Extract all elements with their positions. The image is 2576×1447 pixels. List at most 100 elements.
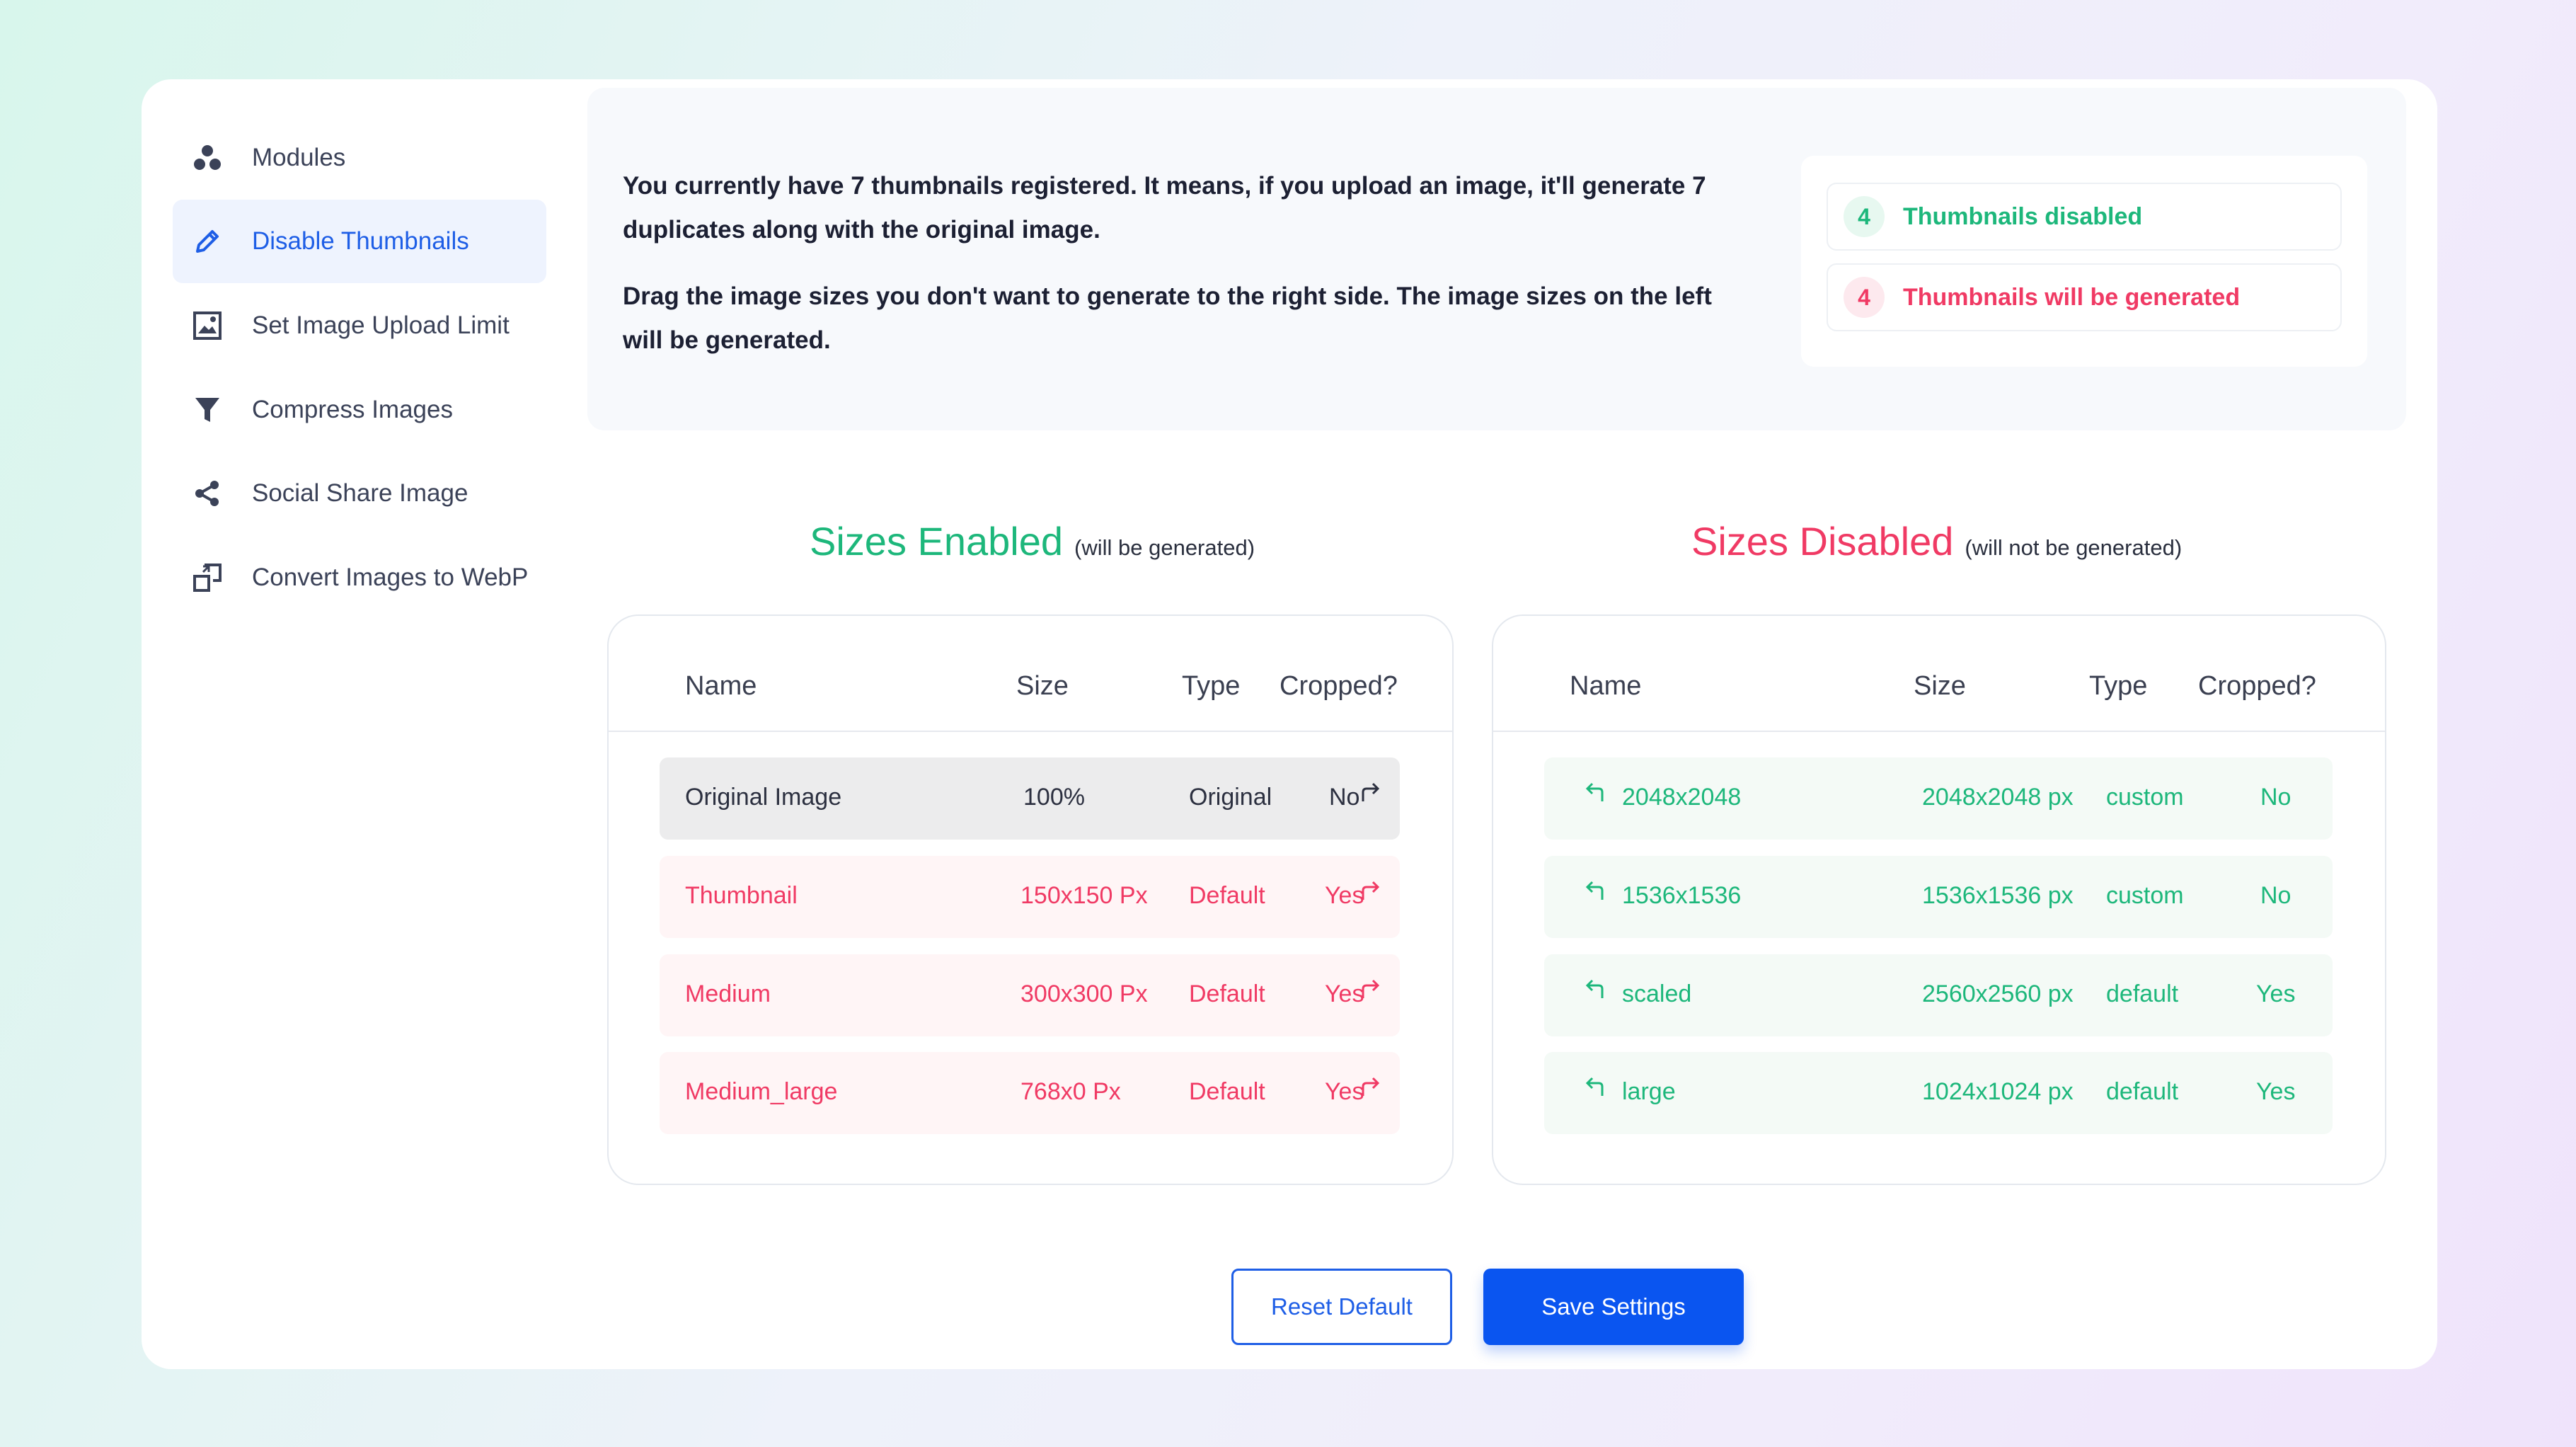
move-left-icon[interactable]	[1582, 780, 1606, 804]
save-settings-button[interactable]: Save Settings	[1483, 1269, 1744, 1345]
settings-card: Modules Disable Thumbnails Set Image Upl…	[142, 79, 2437, 1369]
info-text: You currently have 7 thumbnails register…	[623, 164, 1727, 385]
row-name: scaled	[1622, 980, 1692, 1007]
row-cropped: Yes	[1325, 882, 1364, 909]
stat-disabled-label: Thumbnails disabled	[1903, 202, 2143, 230]
row-cropped: Yes	[1325, 1078, 1364, 1105]
table-row[interactable]: Original Image 100% Original No	[660, 757, 1400, 840]
move-left-icon[interactable]	[1582, 879, 1606, 903]
share-icon	[191, 477, 224, 510]
row-cropped: No	[2260, 784, 2292, 811]
row-size: 300x300 Px	[1020, 980, 1148, 1007]
row-cropped: Yes	[2256, 980, 2296, 1007]
row-type: default	[2106, 1078, 2179, 1105]
info-panel: You currently have 7 thumbnails register…	[587, 88, 2406, 430]
row-name: 1536x1536	[1622, 882, 1742, 909]
row-cropped: Yes	[2256, 1078, 2296, 1105]
row-cropped: No	[1329, 784, 1360, 811]
sizes-disabled-subtitle: (will not be generated)	[1965, 535, 2183, 560]
row-size: 2560x2560 px	[1922, 980, 2074, 1007]
funnel-icon	[191, 394, 224, 426]
sidebar-item-convert-webp[interactable]: Convert Images to WebP	[173, 536, 546, 619]
column-size: Size	[1016, 671, 1069, 701]
sidebar-item-label: Disable Thumbnails	[252, 227, 469, 255]
info-line-1: You currently have 7 thumbnails register…	[623, 164, 1727, 252]
sidebar-item-label: Convert Images to WebP	[252, 564, 529, 591]
row-cropped: No	[2260, 882, 2292, 909]
sidebar-item-label: Set Image Upload Limit	[252, 311, 510, 339]
sizes-disabled-heading: Sizes Disabled	[1691, 519, 1954, 564]
table-row[interactable]: large 1024x1024 px default Yes	[1544, 1052, 2333, 1134]
column-name: Name	[685, 671, 757, 701]
column-size: Size	[1914, 671, 1966, 701]
row-size: 768x0 Px	[1020, 1078, 1121, 1105]
row-type: custom	[2106, 784, 2184, 811]
stat-generated-label: Thumbnails will be generated	[1903, 283, 2241, 311]
move-left-icon[interactable]	[1582, 977, 1606, 1001]
sidebar-item-social-share-image[interactable]: Social Share Image	[173, 452, 546, 535]
sidebar-item-label: Compress Images	[252, 396, 453, 423]
row-size: 100%	[1023, 784, 1085, 811]
sizes-enabled-subtitle: (will be generated)	[1074, 535, 1255, 560]
row-size: 150x150 Px	[1020, 882, 1148, 909]
pencil-icon	[191, 225, 224, 258]
stat-disabled-count: 4	[1844, 196, 1885, 237]
row-size: 1024x1024 px	[1922, 1078, 2074, 1105]
sizes-enabled-table: Name Size Type Cropped? Original Image 1…	[607, 614, 1454, 1185]
thumbnail-count-text: 7 thumbnails	[851, 172, 1004, 200]
modules-icon	[191, 142, 224, 174]
row-cropped: Yes	[1325, 980, 1364, 1007]
info-line-1-end: registered. It means, if you upload an i…	[623, 172, 1706, 244]
table-row[interactable]: Medium_large 768x0 Px Default Yes	[660, 1052, 1400, 1134]
row-type: default	[2106, 980, 2179, 1007]
sidebar-item-disable-thumbnails[interactable]: Disable Thumbnails	[173, 200, 546, 283]
table-row[interactable]: 1536x1536 1536x1536 px custom No	[1544, 856, 2333, 938]
row-name: Medium_large	[685, 1078, 838, 1105]
stat-generated-count: 4	[1844, 277, 1885, 318]
move-left-icon[interactable]	[1582, 1075, 1606, 1099]
row-name: Thumbnail	[685, 882, 798, 909]
column-cropped: Cropped?	[2198, 671, 2316, 701]
column-cropped: Cropped?	[1280, 671, 1398, 701]
sidebar-item-label: Modules	[252, 144, 346, 171]
column-type: Type	[1182, 671, 1241, 701]
move-right-icon[interactable]	[1359, 977, 1383, 1001]
table-row[interactable]: scaled 2560x2560 px default Yes	[1544, 954, 2333, 1036]
reset-default-button[interactable]: Reset Default	[1231, 1269, 1452, 1345]
row-type: custom	[2106, 882, 2184, 909]
row-type: Default	[1189, 1078, 1265, 1105]
sidebar-item-label: Social Share Image	[252, 479, 468, 507]
column-name: Name	[1570, 671, 1642, 701]
sizes-disabled-title: Sizes Disabled (will not be generated)	[1691, 518, 2182, 564]
info-line-2: Drag the image sizes you don't want to g…	[623, 282, 1712, 354]
move-right-icon[interactable]	[1359, 879, 1383, 903]
sizes-disabled-table: Name Size Type Cropped? 2048x2048 2048x2…	[1492, 614, 2386, 1185]
table-header: Name Size Type Cropped?	[1493, 616, 2385, 732]
row-name: Original Image	[685, 784, 842, 811]
stat-generated: 4 Thumbnails will be generated	[1827, 263, 2342, 331]
column-type: Type	[2089, 671, 2148, 701]
info-line-1-start: You currently have	[623, 172, 851, 200]
stats-box: 4 Thumbnails disabled 4 Thumbnails will …	[1801, 156, 2367, 367]
table-row[interactable]: Thumbnail 150x150 Px Default Yes	[660, 856, 1400, 938]
row-type: Default	[1189, 882, 1265, 909]
row-name: 2048x2048	[1622, 784, 1742, 811]
convert-icon	[191, 561, 224, 594]
row-type: Original	[1189, 784, 1272, 811]
sidebar-item-set-image-upload-limit[interactable]: Set Image Upload Limit	[173, 284, 546, 367]
table-row[interactable]: 2048x2048 2048x2048 px custom No	[1544, 757, 2333, 840]
move-right-icon[interactable]	[1359, 780, 1383, 804]
sidebar-item-compress-images[interactable]: Compress Images	[173, 368, 546, 452]
move-right-icon[interactable]	[1359, 1075, 1383, 1099]
table-header: Name Size Type Cropped?	[609, 616, 1452, 732]
image-icon	[191, 309, 224, 342]
row-type: Default	[1189, 980, 1265, 1007]
row-size: 1536x1536 px	[1922, 882, 2074, 909]
row-name: Medium	[685, 980, 771, 1007]
stat-disabled: 4 Thumbnails disabled	[1827, 183, 2342, 251]
sizes-enabled-heading: Sizes Enabled	[810, 519, 1064, 564]
table-row[interactable]: Medium 300x300 Px Default Yes	[660, 954, 1400, 1036]
sizes-enabled-title: Sizes Enabled (will be generated)	[810, 518, 1255, 564]
row-size: 2048x2048 px	[1922, 784, 2074, 811]
sidebar-item-modules[interactable]: Modules	[173, 116, 546, 200]
